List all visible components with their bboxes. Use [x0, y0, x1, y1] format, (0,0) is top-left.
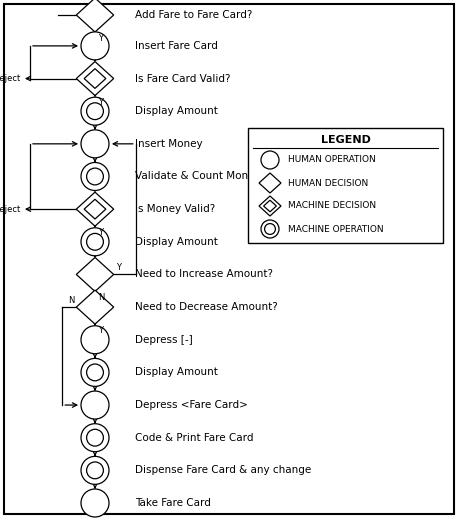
Text: Y: Y	[98, 326, 103, 335]
Text: N: N	[98, 293, 104, 303]
Text: Is Money Valid?: Is Money Valid?	[135, 204, 215, 214]
Text: Reject: Reject	[0, 74, 20, 83]
Text: Is Fare Card Valid?: Is Fare Card Valid?	[135, 74, 230, 83]
Text: Validate & Count Money: Validate & Count Money	[135, 171, 261, 181]
Text: Insert Fare Card: Insert Fare Card	[135, 41, 218, 51]
Bar	[248, 128, 443, 243]
Text: HUMAN OPERATION: HUMAN OPERATION	[288, 155, 376, 165]
Text: Code & Print Fare Card: Code & Print Fare Card	[135, 433, 253, 443]
Text: Add Fare to Fare Card?: Add Fare to Fare Card?	[135, 10, 252, 20]
Circle shape	[81, 326, 109, 354]
Text: Depress [-]: Depress [-]	[135, 335, 193, 345]
Polygon shape	[76, 257, 114, 292]
Circle shape	[81, 358, 109, 386]
Circle shape	[81, 97, 109, 125]
Text: Y: Y	[116, 264, 121, 272]
Circle shape	[81, 130, 109, 158]
Circle shape	[261, 151, 279, 169]
Circle shape	[261, 220, 279, 238]
Polygon shape	[76, 192, 114, 226]
Text: Need to Decrease Amount?: Need to Decrease Amount?	[135, 302, 278, 312]
Text: Y: Y	[98, 34, 103, 43]
Circle shape	[81, 32, 109, 60]
Text: LEGEND: LEGEND	[321, 135, 371, 145]
Circle shape	[81, 424, 109, 452]
Circle shape	[81, 163, 109, 191]
Text: MACHINE DECISION: MACHINE DECISION	[288, 202, 376, 210]
Text: Display Amount: Display Amount	[135, 367, 218, 378]
Polygon shape	[76, 0, 114, 32]
Polygon shape	[259, 173, 281, 193]
Text: N: N	[68, 296, 74, 305]
Text: Reject: Reject	[0, 205, 20, 213]
Text: Insert Money: Insert Money	[135, 139, 202, 149]
Text: MACHINE OPERATION: MACHINE OPERATION	[288, 224, 384, 234]
Text: Y: Y	[98, 228, 103, 237]
Polygon shape	[259, 196, 281, 216]
Text: Need to Increase Amount?: Need to Increase Amount?	[135, 269, 273, 279]
Circle shape	[81, 228, 109, 256]
Polygon shape	[76, 62, 114, 95]
Text: Take Fare Card: Take Fare Card	[135, 498, 211, 508]
Text: Dispense Fare Card & any change: Dispense Fare Card & any change	[135, 465, 311, 476]
Text: Display Amount: Display Amount	[135, 237, 218, 247]
Polygon shape	[76, 290, 114, 324]
Circle shape	[81, 489, 109, 517]
Text: Depress <Fare Card>: Depress <Fare Card>	[135, 400, 248, 410]
Text: Display Amount: Display Amount	[135, 106, 218, 116]
Circle shape	[81, 391, 109, 419]
Text: HUMAN DECISION: HUMAN DECISION	[288, 179, 368, 188]
Text: Y: Y	[98, 97, 103, 107]
Circle shape	[81, 456, 109, 484]
